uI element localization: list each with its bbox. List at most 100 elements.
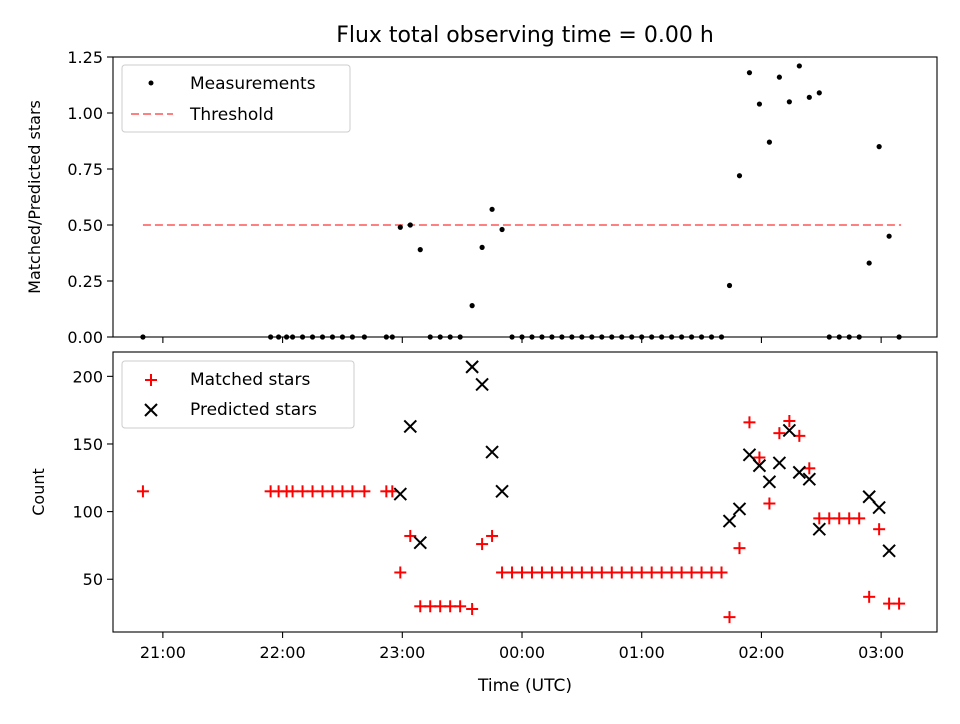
matched-point-48: [733, 542, 746, 555]
matched-point-15: [404, 529, 417, 542]
top-y-tick-label-4: 1.00: [67, 104, 103, 123]
matched-point-47: [723, 611, 736, 624]
top-y-tick-label-1: 0.25: [67, 272, 103, 291]
top-panel: Flux total observing time = 0.00 h Match…: [25, 23, 938, 347]
predicted-point-18: [872, 500, 886, 515]
bottom-xlabel: Time (UTC): [477, 676, 572, 696]
matched-point-11: [358, 485, 371, 498]
measurement-point-23: [489, 206, 495, 212]
bottom-ylabel: Count: [29, 468, 48, 516]
measurement-point-15: [407, 222, 413, 228]
matched-point-50: [753, 451, 766, 464]
predicted-point-2: [413, 536, 427, 550]
matched-point-51: [763, 497, 776, 510]
top-title: Flux total observing time = 0.00 h: [336, 23, 714, 48]
measurement-point-51: [766, 139, 773, 145]
measurement-point-47: [726, 282, 733, 289]
measurement-point-52: [776, 74, 782, 80]
bottom-x-tick-label-1: 22:00: [260, 643, 306, 662]
top-y-tick-label-2: 0.50: [67, 216, 103, 235]
predicted-point-1: [403, 419, 417, 434]
predicted-point-19: [882, 544, 896, 558]
bottom-x-ticks: 21:00 22:00 23:00 00:00 01:00 02:00 03:00: [140, 632, 904, 662]
predicted-point-4: [475, 377, 489, 392]
legend-threshold-label: Threshold: [189, 105, 274, 125]
predicted-point-3: [465, 360, 479, 374]
predicted-point-7: [722, 514, 737, 528]
bottom-x-tick-label-3: 00:00: [499, 643, 545, 662]
top-plot-frame: [112, 56, 938, 338]
legend-measurements-label: Measurements: [190, 74, 316, 94]
predicted-stars-series: [393, 360, 896, 558]
matched-point-14: [394, 566, 407, 579]
measurement-point-53: [786, 99, 792, 105]
matched-point-10: [346, 485, 359, 498]
measurement-point-24: [499, 226, 505, 233]
top-y-tick-label-3: 0.75: [67, 160, 103, 179]
bottom-y-tick-label-1: 100: [72, 503, 103, 522]
top-legend-box: [121, 64, 351, 133]
bottom-y-tick-label-2: 150: [72, 435, 103, 454]
bottom-x-tick-label-6: 03:00: [858, 643, 904, 662]
top-y-ticks: 0.00 0.25 0.50 0.75 1.00 1.25: [67, 48, 113, 347]
measurement-point-62: [876, 144, 882, 150]
legend-predicted-marker: [144, 403, 158, 417]
predicted-point-13: [782, 423, 797, 438]
matched-point-46: [715, 566, 728, 579]
bottom-legend: Matched stars Predicted stars: [121, 360, 355, 429]
matched-point-0: [136, 485, 149, 498]
predicted-point-5: [485, 445, 499, 459]
matched-point-52: [773, 427, 786, 440]
matched-point-53: [783, 414, 796, 427]
measurement-point-22: [479, 244, 485, 250]
predicted-point-10: [752, 458, 767, 473]
bottom-x-tick-label-5: 02:00: [738, 643, 784, 662]
measurement-point-14: [397, 224, 403, 230]
measurement-point-63: [886, 233, 892, 239]
predicted-point-14: [792, 465, 807, 480]
predicted-point-12: [772, 456, 787, 470]
bottom-y-tick-label-3: 200: [72, 367, 103, 386]
predicted-point-11: [762, 475, 777, 489]
bottom-x-tick-label-0: 21:00: [140, 643, 186, 662]
measurement-point-21: [469, 303, 475, 309]
predicted-point-6: [495, 484, 509, 499]
top-x-ticks: [162, 337, 882, 343]
matched-point-49: [743, 416, 756, 429]
matched-point-22: [476, 538, 489, 551]
predicted-point-9: [742, 448, 757, 462]
matched-point-64: [893, 597, 906, 610]
matched-point-20: [454, 600, 467, 613]
bottom-y-ticks: 50 100 150 200: [72, 367, 113, 589]
measurement-point-16: [417, 247, 423, 253]
predicted-point-8: [732, 502, 747, 516]
matched-point-55: [803, 462, 816, 475]
measurement-point-48: [736, 173, 743, 179]
predicted-point-15: [802, 472, 817, 486]
measurement-point-49: [746, 70, 753, 76]
matched-point-62: [873, 523, 886, 536]
bottom-x-tick-label-4: 01:00: [619, 643, 665, 662]
matched-point-21: [466, 603, 479, 616]
legend-predicted-label: Predicted stars: [190, 400, 317, 420]
bottom-plot-frame: [112, 351, 938, 633]
measurement-point-61: [866, 260, 872, 266]
top-y-tick-label-0: 0.00: [67, 328, 103, 347]
bottom-x-tick-label-2: 23:00: [379, 643, 425, 662]
top-y-tick-label-5: 1.25: [67, 48, 103, 67]
measurement-point-56: [816, 90, 822, 96]
legend-matched-marker: [145, 374, 157, 386]
predicted-point-0: [393, 487, 408, 501]
measurement-point-50: [756, 101, 763, 107]
bottom-y-tick-label-0: 50: [83, 570, 103, 589]
measurement-point-54: [796, 63, 802, 69]
measurement-point-55: [806, 94, 812, 100]
legend-measurements-marker: [148, 80, 154, 86]
legend-matched-label: Matched stars: [190, 370, 310, 390]
matched-point-60: [853, 512, 866, 525]
matched-point-23: [486, 529, 499, 542]
predicted-point-16: [812, 522, 826, 536]
top-ylabel: Matched/Predicted stars: [25, 100, 44, 294]
predicted-point-17: [862, 490, 876, 504]
